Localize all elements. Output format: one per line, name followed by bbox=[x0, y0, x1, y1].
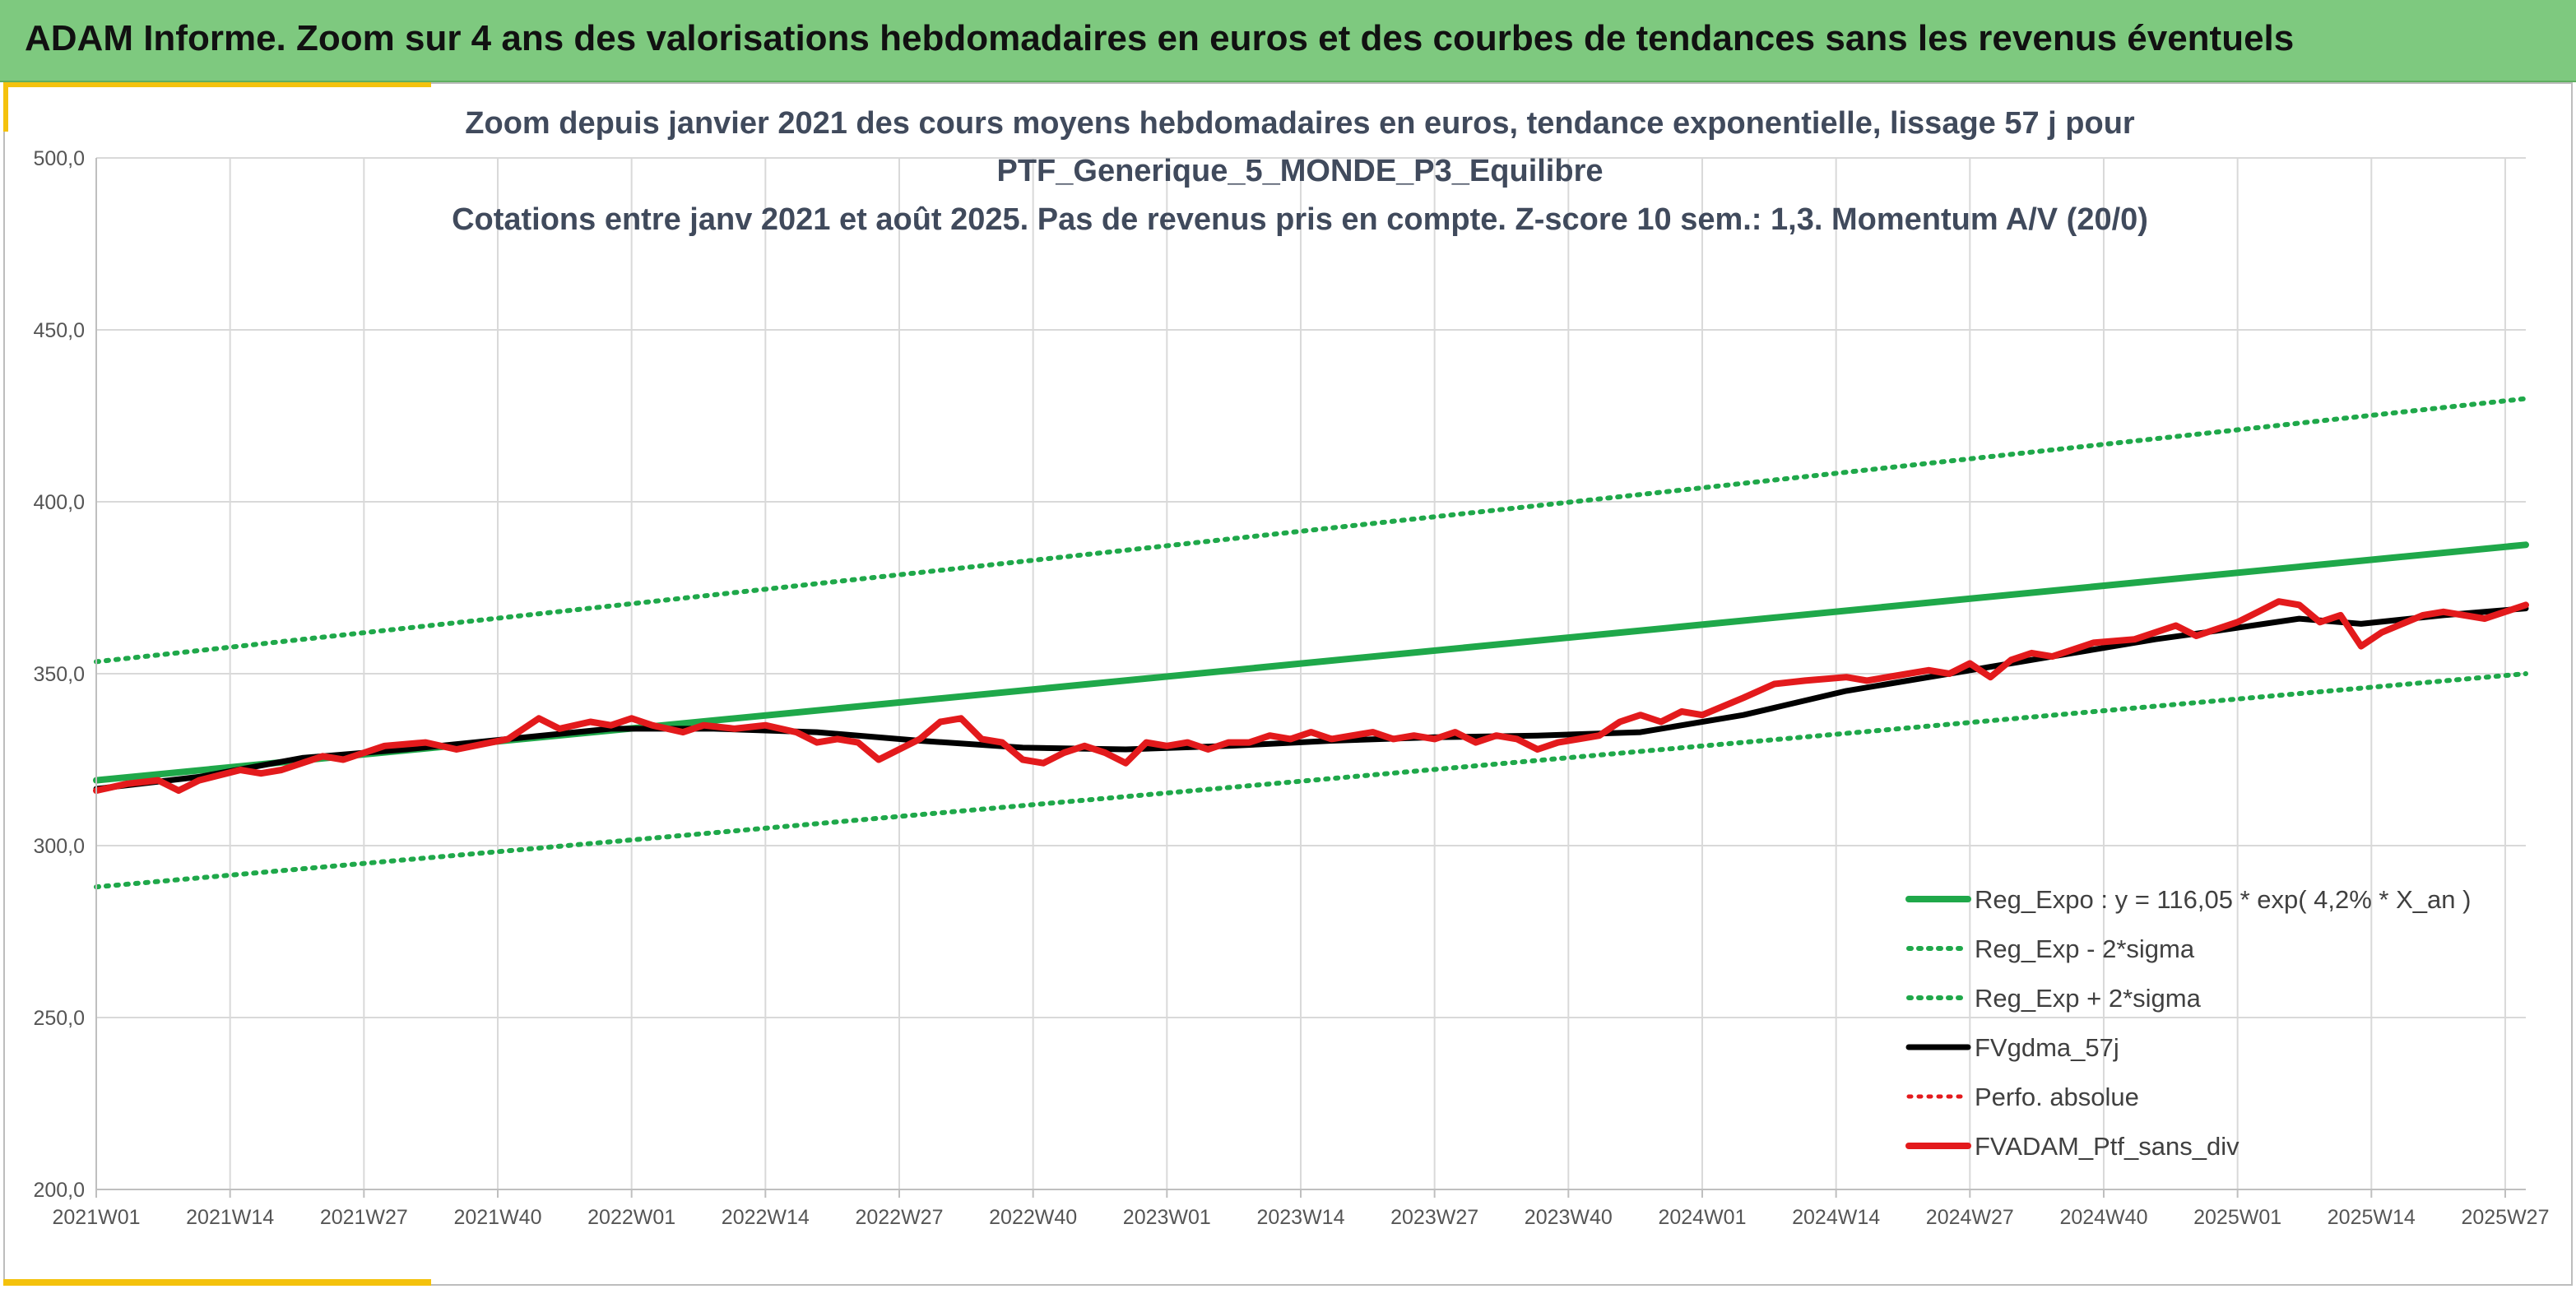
legend-label: Perfo. absolue bbox=[1975, 1083, 2139, 1111]
chart-title-line: PTF_Generique_5_MONDE_P3_Equilibre bbox=[996, 154, 1603, 188]
chart-title: Zoom depuis janvier 2021 des cours moyen… bbox=[452, 106, 2148, 237]
x-tick-label: 2023W01 bbox=[1123, 1206, 1211, 1229]
banner-title: ADAM Informe. Zoom sur 4 ans des valoris… bbox=[25, 18, 2295, 58]
y-tick-label: 200,0 bbox=[33, 1179, 85, 1202]
x-tick-label: 2024W40 bbox=[2059, 1206, 2147, 1229]
y-tick-label: 300,0 bbox=[33, 835, 85, 858]
series-line-3 bbox=[93, 605, 2529, 792]
legend-label: Reg_Exp - 2*sigma bbox=[1975, 934, 2195, 963]
x-tick-label: 2022W27 bbox=[855, 1206, 943, 1229]
x-tick-label: 2022W01 bbox=[587, 1206, 675, 1229]
x-tick-label: 2025W01 bbox=[2193, 1206, 2281, 1229]
y-tick-label: 350,0 bbox=[33, 663, 85, 686]
y-tick-label: 500,0 bbox=[33, 147, 85, 170]
axes: 200,0 250,0 300,0 350,0 400,0 450,0 500,0 2021W… bbox=[33, 147, 2549, 1229]
y-tick-label: 450,0 bbox=[33, 319, 85, 342]
legend: Reg_Expo : y = 116,05 * exp( 4,2% * X_an… bbox=[1905, 885, 2471, 1161]
x-tick-label: 2023W14 bbox=[1256, 1206, 1344, 1229]
x-tick-label: 2022W14 bbox=[722, 1206, 810, 1229]
legend-label: FVADAM_Ptf_sans_div bbox=[1975, 1132, 2239, 1161]
series-line-5 bbox=[93, 598, 2529, 795]
x-tick-label: 2023W40 bbox=[1525, 1206, 1613, 1229]
chart-title-line: Cotations entre janv 2021 et août 2025. … bbox=[452, 202, 2148, 237]
legend-label: Reg_Expo : y = 116,05 * exp( 4,2% * X_an… bbox=[1975, 885, 2471, 914]
title-banner: ADAM Informe. Zoom sur 4 ans des valoris… bbox=[0, 0, 2576, 82]
gridlines bbox=[95, 157, 2526, 1190]
x-tick-label: 2021W40 bbox=[453, 1206, 541, 1229]
x-tick-label: 2022W40 bbox=[989, 1206, 1077, 1229]
series-line-1 bbox=[94, 671, 2528, 890]
y-tick-label: 250,0 bbox=[33, 1007, 85, 1030]
corner-accent-bottom-left bbox=[3, 1279, 431, 1286]
chart-title-line: Zoom depuis janvier 2021 des cours moyen… bbox=[465, 106, 2135, 141]
x-tick-label: 2024W27 bbox=[1926, 1206, 2014, 1229]
series-lines bbox=[93, 396, 2529, 890]
y-tick-label: 400,0 bbox=[33, 491, 85, 514]
x-tick-label: 2024W01 bbox=[1658, 1206, 1746, 1229]
chart-frame bbox=[3, 82, 2573, 1286]
x-tick-label: 2025W27 bbox=[2461, 1206, 2549, 1229]
corner-accent-top-left bbox=[3, 82, 431, 87]
x-tick-label: 2021W14 bbox=[186, 1206, 274, 1229]
x-tick-label: 2025W14 bbox=[2328, 1206, 2416, 1229]
legend-label: FVgdma_57j bbox=[1975, 1033, 2119, 1062]
series-line-2 bbox=[94, 396, 2528, 665]
x-tick-label: 2023W27 bbox=[1390, 1206, 1478, 1229]
x-tick-label: 2021W27 bbox=[320, 1206, 408, 1229]
x-tick-label: 2024W14 bbox=[1792, 1206, 1880, 1229]
x-tick-label: 2021W01 bbox=[52, 1206, 140, 1229]
corner-accent-left-top bbox=[3, 82, 8, 132]
legend-label: Reg_Exp + 2*sigma bbox=[1975, 984, 2202, 1013]
